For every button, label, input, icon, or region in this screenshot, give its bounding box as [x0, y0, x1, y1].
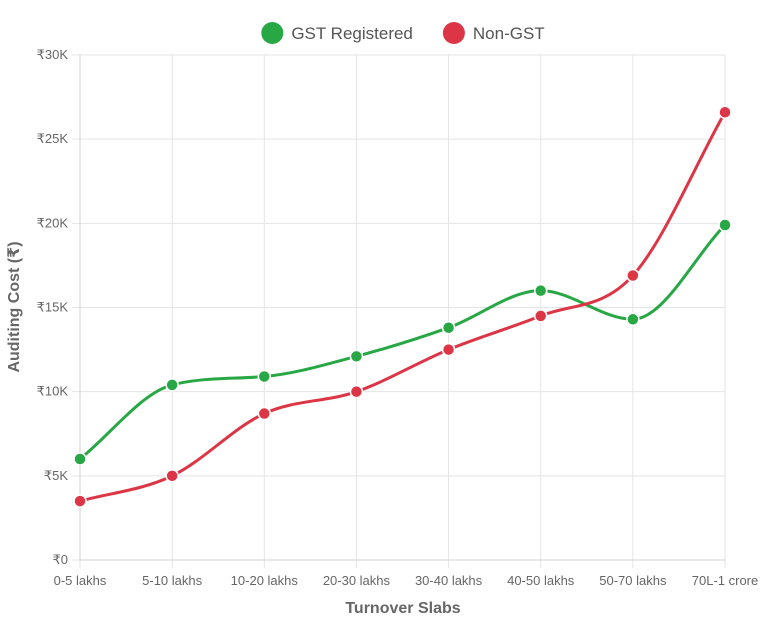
data-point-gst-registered[interactable] — [165, 378, 179, 392]
x-tick-label: 70L-1 crore — [692, 573, 758, 588]
y-tick-label: ₹5K — [44, 468, 69, 483]
legend-swatch-gst-registered — [261, 22, 284, 44]
series-lines — [78, 110, 727, 503]
data-point-gst-registered[interactable] — [257, 369, 272, 384]
series-line-gst-registered — [78, 223, 727, 461]
y-axis-title: Auditing Cost (₹) — [6, 241, 23, 372]
x-tick-label: 10-20 lakhs — [231, 573, 299, 588]
data-point-non-gst[interactable] — [73, 494, 87, 508]
legend-label-non-gst: Non-GST — [473, 24, 545, 43]
data-point-non-gst[interactable] — [257, 406, 272, 421]
y-tick-label: ₹0 — [52, 552, 68, 567]
x-tick-label: 5-10 lakhs — [142, 573, 202, 588]
data-points — [73, 105, 732, 508]
data-point-gst-registered[interactable] — [441, 320, 456, 335]
y-tick-label: ₹20K — [37, 215, 69, 230]
legend-item-gst-registered[interactable]: GST Registered — [261, 22, 413, 44]
legend-swatch-non-gst — [442, 22, 465, 44]
axes: ₹0 ₹5K ₹10K ₹15K ₹20K ₹25K ₹30K 0-5 lakhs 5-10 l… — [37, 47, 759, 588]
data-point-non-gst[interactable] — [349, 384, 364, 399]
legend-label-gst-registered: GST Registered — [291, 24, 413, 43]
y-tick-label: ₹10K — [37, 384, 69, 399]
x-axis-title: Turnover Slabs — [345, 600, 460, 617]
series-line-non-gst — [78, 110, 727, 503]
x-tick-label: 40-50 lakhs — [507, 573, 575, 588]
legend[interactable]: GST Registered Non-GST — [261, 22, 545, 44]
data-point-non-gst[interactable] — [533, 309, 548, 323]
data-point-non-gst[interactable] — [718, 105, 732, 119]
grid-lines — [72, 54, 726, 568]
data-point-gst-registered[interactable] — [73, 452, 87, 466]
y-tick-label: ₹30K — [37, 47, 69, 62]
x-tick-label: 50-70 lakhs — [599, 573, 667, 588]
data-point-gst-registered[interactable] — [626, 312, 640, 327]
y-tick-label: ₹25K — [37, 131, 69, 146]
legend-item-non-gst[interactable]: Non-GST — [442, 22, 545, 44]
y-tick-label: ₹15K — [37, 300, 69, 315]
x-tick-label: 30-40 lakhs — [415, 573, 483, 588]
x-tick-label: 0-5 lakhs — [54, 573, 107, 588]
x-tick-label: 20-30 lakhs — [323, 573, 391, 588]
data-point-non-gst[interactable] — [626, 268, 640, 283]
data-point-non-gst[interactable] — [441, 342, 456, 357]
data-point-gst-registered[interactable] — [349, 349, 364, 364]
data-point-non-gst[interactable] — [165, 469, 179, 483]
data-point-gst-registered[interactable] — [533, 283, 548, 298]
data-point-gst-registered[interactable] — [718, 218, 732, 232]
